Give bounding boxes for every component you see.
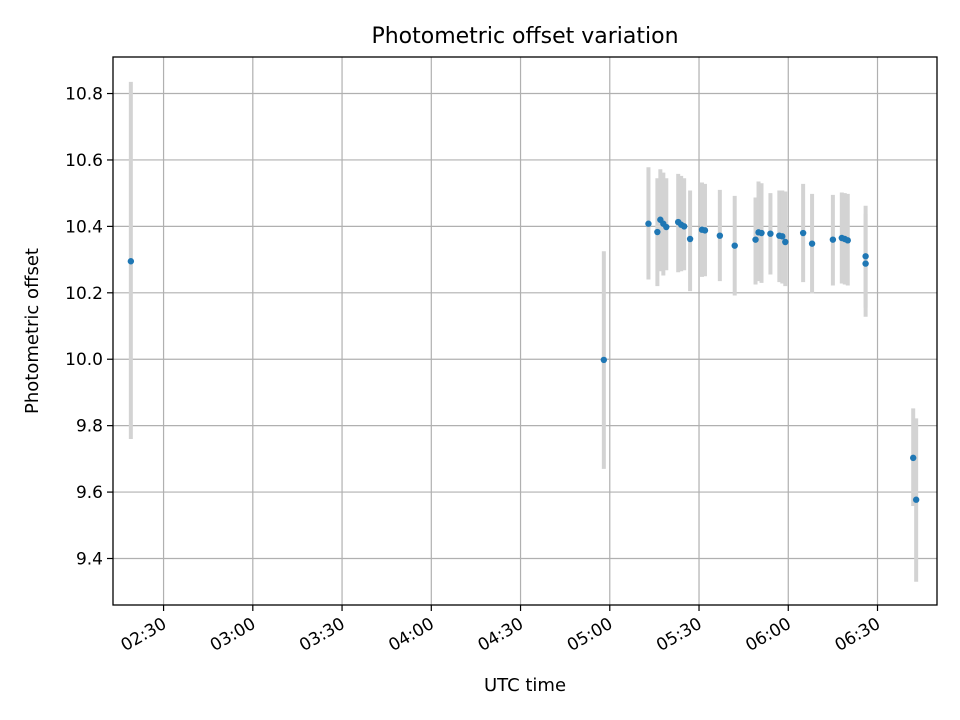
x-tick-label: 04:30 — [475, 614, 527, 656]
y-axis-label: Photometric offset — [22, 248, 43, 414]
data-point — [782, 238, 789, 246]
x-tick-label: 03:30 — [296, 614, 348, 656]
data-point — [600, 356, 608, 364]
errorbar-layer — [128, 81, 919, 582]
point-layer — [127, 216, 920, 503]
data-point — [844, 237, 851, 244]
chart-title: Photometric offset variation — [371, 24, 678, 49]
data-point — [910, 454, 917, 462]
data-point — [862, 253, 869, 260]
x-tick-label: 06:00 — [742, 614, 794, 656]
y-tick-label: 10.6 — [65, 151, 103, 171]
x-axis-label: UTC time — [484, 675, 566, 696]
data-point — [686, 235, 694, 243]
data-point — [645, 220, 652, 227]
data-point — [663, 223, 670, 231]
data-point — [731, 242, 738, 249]
y-tick-label: 10.4 — [65, 217, 103, 237]
data-point — [799, 229, 807, 237]
data-point — [758, 229, 765, 237]
y-tick-label: 10.8 — [65, 85, 103, 105]
data-point — [829, 236, 837, 243]
y-tick-label: 9.4 — [76, 550, 103, 570]
y-tick-label: 10.2 — [65, 284, 103, 304]
plot-frame — [112, 56, 938, 606]
y-tick-label: 9.6 — [76, 483, 103, 503]
data-point — [127, 258, 135, 265]
data-point — [701, 227, 709, 234]
data-point — [716, 232, 724, 239]
data-point — [654, 228, 661, 236]
data-point — [752, 236, 759, 243]
data-point — [912, 496, 920, 503]
data-point — [767, 230, 774, 237]
x-tick-label: 06:30 — [832, 614, 884, 656]
data-point — [808, 240, 816, 247]
x-tick-label: 03:00 — [207, 614, 259, 656]
y-tick-layer: 9.4 9.6 9.8 10.0 10.2 10.4 10.6 10.8 — [65, 85, 113, 570]
x-tick-label: 02:30 — [118, 614, 170, 656]
data-point — [862, 260, 869, 267]
data-point — [779, 233, 786, 240]
x-tick-layer: 02:30 03:00 03:30 04:00 04:30 05:00 05:30 06:00… — [118, 605, 884, 656]
grid-layer — [113, 57, 937, 605]
x-tick-label: 05:00 — [564, 614, 616, 656]
y-tick-label: 9.8 — [76, 417, 103, 437]
y-tick-label: 10.0 — [65, 350, 103, 370]
data-point — [680, 223, 688, 230]
x-tick-label: 05:30 — [653, 614, 705, 656]
x-tick-label: 04:00 — [385, 614, 437, 656]
